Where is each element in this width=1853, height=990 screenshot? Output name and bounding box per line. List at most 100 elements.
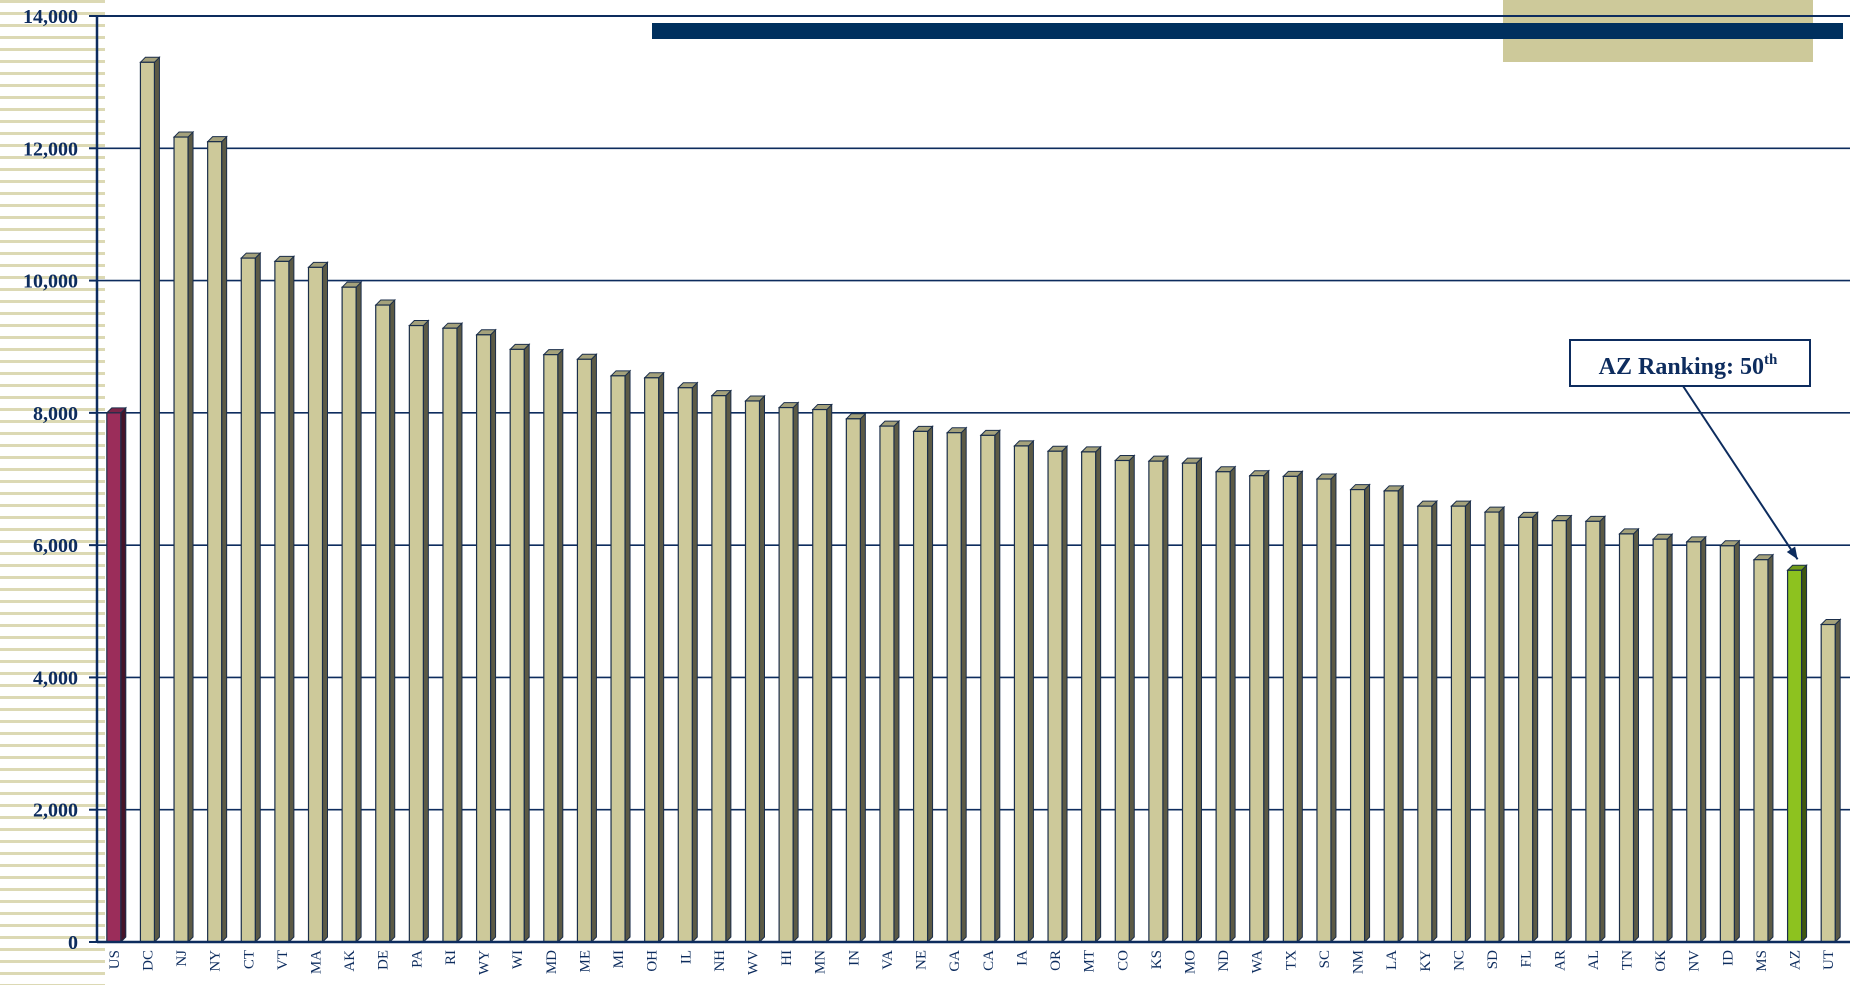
x-tick-label: TN — [1620, 950, 1636, 970]
x-tick-label: WV — [746, 950, 762, 975]
bar-side — [1464, 499, 1471, 944]
bar-front — [845, 418, 861, 943]
bar-dc — [139, 56, 161, 944]
bar-front — [1652, 538, 1668, 943]
bar-side — [1263, 469, 1270, 944]
bar-side — [1128, 454, 1135, 944]
bar-ca — [979, 429, 1002, 944]
bar-side — [1196, 456, 1202, 944]
y-tick-label: 8,000 — [33, 403, 78, 425]
bar-front — [610, 375, 626, 943]
x-tick-label: MA — [309, 950, 325, 974]
bar-side — [1296, 470, 1303, 944]
x-tick-label: MT — [1082, 950, 1098, 973]
y-tick-label: 14,000 — [23, 6, 78, 28]
bar-front — [1249, 475, 1265, 943]
x-tick-label: NY — [208, 950, 224, 972]
bar-front — [1551, 520, 1567, 943]
x-tick-label: UT — [1821, 950, 1837, 970]
x-tick-label: MI — [611, 950, 627, 968]
bar-us — [105, 406, 128, 944]
x-tick-label: ME — [577, 950, 593, 973]
bar-side — [490, 328, 497, 944]
bar-co — [1114, 454, 1136, 944]
x-tick-label: AK — [342, 950, 358, 972]
bar-side — [1565, 514, 1572, 944]
bar-front — [1148, 460, 1164, 943]
x-tick-label: NC — [1451, 950, 1467, 971]
bar-front — [946, 432, 962, 943]
bar-side — [153, 56, 160, 944]
bar-side — [859, 412, 866, 944]
bar-al — [1584, 515, 1607, 944]
bar-side — [1397, 484, 1404, 944]
bar-front — [139, 61, 156, 943]
bar-front — [1450, 505, 1467, 943]
bar-side — [322, 261, 328, 944]
bar-front — [543, 354, 559, 943]
x-tick-labels: US DC NJ NY CT VT MA AK DE PA RI WY WI MD ME MI OH IL NH WV… — [107, 950, 1837, 975]
bar-ga — [945, 426, 968, 944]
annotation-box — [1569, 339, 1811, 387]
bar-front — [1081, 451, 1097, 943]
bar-vt — [273, 255, 296, 944]
bar-front — [1417, 505, 1433, 943]
annotation-text: AZ Ranking: 50th — [1599, 352, 1778, 380]
y-tick-label: 10,000 — [23, 271, 78, 293]
x-tick-label: DC — [140, 950, 156, 971]
x-tick-label: NM — [1351, 950, 1367, 974]
x-tick-label: WI — [510, 950, 526, 969]
bar-front — [644, 377, 660, 943]
x-tick-label: DE — [376, 950, 392, 970]
bar-front — [1383, 490, 1399, 943]
bar-side — [1633, 527, 1639, 944]
bar-mn — [811, 403, 833, 944]
bar-side — [960, 426, 967, 944]
bar-front — [341, 286, 357, 943]
x-tick-label: FL — [1519, 950, 1535, 968]
bar-side — [1095, 445, 1102, 944]
bar-side — [725, 389, 732, 944]
title-banner — [652, 23, 1843, 39]
bar-ok — [1651, 532, 1674, 944]
bar-side — [523, 343, 530, 944]
bar-ut — [1819, 618, 1842, 944]
bar-ks — [1147, 454, 1170, 944]
bar-front — [173, 136, 189, 943]
bar-side — [691, 381, 698, 944]
bar-front — [1518, 516, 1534, 943]
bar-front — [307, 266, 324, 943]
bar-nv — [1685, 535, 1707, 944]
bar-side — [288, 255, 295, 944]
x-tick-label: SD — [1485, 950, 1501, 969]
x-tick-label: LA — [1384, 950, 1400, 970]
bar-front — [1820, 623, 1836, 943]
bar-front — [879, 425, 895, 943]
bar-side — [221, 135, 228, 944]
bar-side — [590, 353, 597, 944]
bar-side — [1229, 465, 1236, 944]
bar-side — [355, 280, 362, 944]
bar-front — [1753, 559, 1769, 943]
x-tick-label: MS — [1754, 950, 1770, 972]
bar-nm — [1349, 483, 1371, 944]
y-tick-labels: 0 2,000 4,000 6,000 8,000 10,000 12,000 14,000 — [23, 6, 78, 954]
bar-front — [1686, 541, 1702, 943]
bar-front — [812, 408, 828, 943]
bar-side — [187, 130, 194, 944]
bar-id — [1719, 539, 1741, 944]
x-tick-label: NJ — [174, 950, 190, 967]
bar-az — [1786, 564, 1808, 944]
bar-front — [375, 304, 391, 943]
bar-mo — [1181, 456, 1203, 944]
bar-side — [792, 401, 799, 944]
x-tick-label: TX — [1283, 950, 1299, 970]
bar-ny — [206, 135, 228, 944]
bar-front — [509, 348, 525, 943]
bar-side — [1733, 539, 1740, 944]
bar-front — [980, 434, 996, 943]
bar-pa — [408, 319, 430, 944]
x-tick-label: KS — [1149, 950, 1165, 969]
bar-side — [1431, 499, 1438, 944]
bar-front — [1585, 520, 1601, 943]
